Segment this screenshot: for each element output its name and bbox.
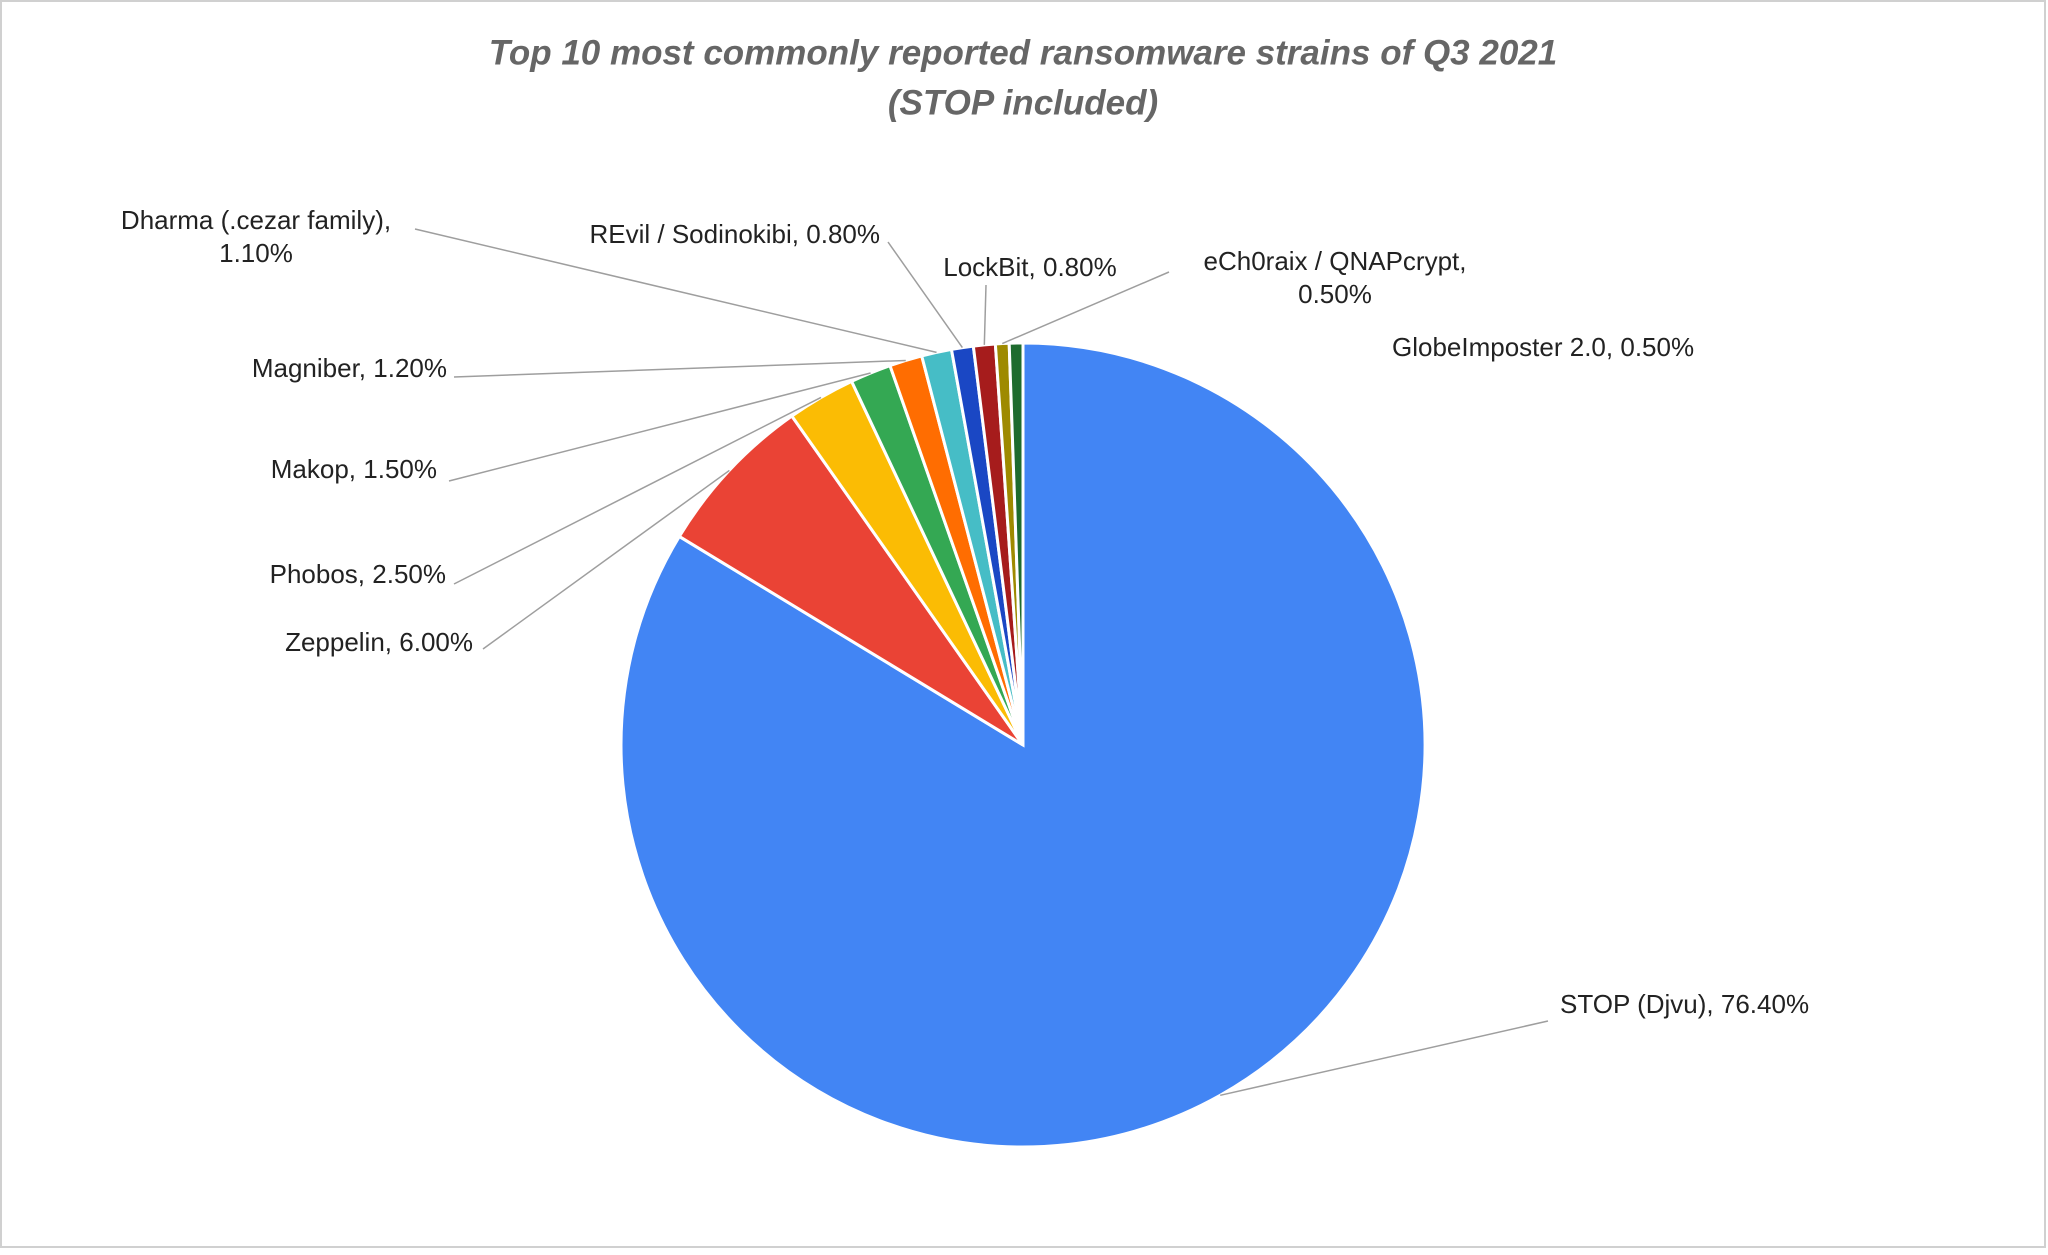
slice-value-label: 6.00% — [399, 627, 473, 657]
leader-line — [887, 241, 963, 349]
slice-value-label: 0.50% — [1298, 279, 1372, 309]
slice-value-label: 1.50% — [363, 454, 437, 484]
slice-label: LockBit, — [943, 252, 1036, 282]
slice-value-label: 0.80% — [1043, 252, 1117, 282]
leader-line — [414, 228, 937, 354]
slice-label-group: STOP (Djvu), 76.40% — [1560, 989, 1809, 1019]
leader-line — [453, 396, 822, 585]
slice-label: Phobos, — [270, 559, 365, 589]
slice-label-group: Makop, 1.50% — [271, 454, 437, 484]
slice-label-group: LockBit, 0.80% — [943, 252, 1116, 282]
chart-subtitle: (STOP included) — [888, 83, 1158, 122]
slice-label-group: Zeppelin, 6.00% — [285, 627, 473, 657]
slice-label-group: Magniber, 1.20% — [252, 353, 447, 383]
slice-label-group: Phobos, 2.50% — [270, 559, 446, 589]
slice-label-group: REvil / Sodinokibi, 0.80% — [589, 219, 880, 249]
slice-value-label: 76.40% — [1721, 989, 1809, 1019]
slice-label: REvil / Sodinokibi, — [589, 219, 799, 249]
leader-line — [453, 359, 906, 378]
leader-line — [482, 469, 730, 650]
slice-label: GlobeImposter 2.0, — [1392, 332, 1613, 362]
pie-slice — [677, 413, 1025, 747]
leader-line — [1001, 271, 1170, 345]
slice-label-group: GlobeImposter 2.0, 0.50% — [1392, 332, 1694, 362]
slice-label: eCh0raix / QNAPcrypt, — [1204, 246, 1467, 276]
slice-value-label: 1.10% — [219, 238, 293, 268]
slice-value-label: 0.80% — [806, 219, 880, 249]
slice-label: Zeppelin, — [285, 627, 392, 657]
slice-value-label: 1.20% — [373, 353, 447, 383]
slice-label: Dharma (.cezar family), — [121, 205, 391, 235]
slice-label: Magniber, — [252, 353, 366, 383]
leader-line — [448, 372, 871, 482]
slice-value-label: 0.50% — [1620, 332, 1694, 362]
chart-title: Top 10 most commonly reported ransomware… — [489, 33, 1557, 72]
pie-slice — [1007, 341, 1025, 746]
slice-value-label: 2.50% — [372, 559, 446, 589]
slice-label: Makop, — [271, 454, 356, 484]
leader-line — [1220, 1020, 1549, 1097]
leader-line — [983, 284, 987, 345]
slice-label: STOP (Djvu), — [1560, 989, 1714, 1019]
